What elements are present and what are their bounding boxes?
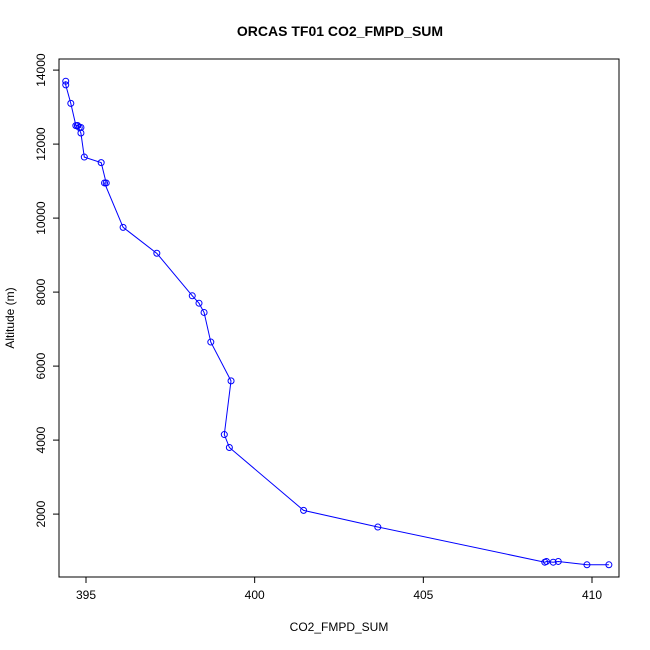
y-tick-label: 8000 bbox=[34, 278, 48, 305]
data-point bbox=[225, 444, 233, 451]
data-point bbox=[300, 506, 308, 514]
data-point bbox=[74, 122, 82, 130]
data-point bbox=[207, 338, 215, 346]
data-point bbox=[220, 431, 228, 439]
x-tick-label: 400 bbox=[245, 588, 265, 602]
y-axis-label: Altitude (m) bbox=[3, 287, 17, 348]
data-point bbox=[101, 179, 109, 187]
series-line bbox=[65, 81, 609, 566]
y-tick-label: 2000 bbox=[34, 500, 48, 527]
data-point bbox=[188, 292, 196, 300]
x-tick-label: 410 bbox=[582, 588, 602, 602]
data-point bbox=[97, 159, 105, 167]
data-point bbox=[374, 523, 382, 531]
y-tick-label: 4000 bbox=[34, 426, 48, 453]
x-axis-label: CO2_FMPD_SUM bbox=[290, 620, 389, 634]
series-layer bbox=[62, 77, 613, 569]
data-point bbox=[554, 557, 562, 565]
x-axis: 395 400 405 410 bbox=[76, 577, 602, 602]
data-point bbox=[542, 557, 550, 565]
y-axis: 2000 4000 6000 8000 10000 12000 14000 bbox=[34, 53, 59, 527]
data-point bbox=[200, 308, 208, 316]
data-point bbox=[583, 561, 591, 569]
plot-frame bbox=[58, 58, 620, 578]
y-tick-label: 6000 bbox=[34, 352, 48, 379]
data-point bbox=[62, 77, 70, 85]
data-point bbox=[153, 249, 161, 257]
chart-title: ORCAS TF01 CO2_FMPD_SUM bbox=[237, 23, 443, 39]
data-point bbox=[195, 299, 203, 307]
y-tick-label: 14000 bbox=[34, 53, 48, 87]
data-point bbox=[119, 223, 127, 231]
data-point bbox=[67, 99, 75, 107]
data-point bbox=[549, 558, 557, 566]
y-tick-label: 12000 bbox=[34, 127, 48, 161]
data-point bbox=[80, 153, 88, 161]
x-tick-label: 395 bbox=[76, 588, 96, 602]
y-tick-label: 10000 bbox=[34, 201, 48, 235]
data-point bbox=[227, 377, 235, 385]
data-point bbox=[62, 81, 70, 89]
x-tick-label: 405 bbox=[413, 588, 433, 602]
data-point bbox=[77, 129, 85, 137]
data-point bbox=[605, 561, 613, 569]
